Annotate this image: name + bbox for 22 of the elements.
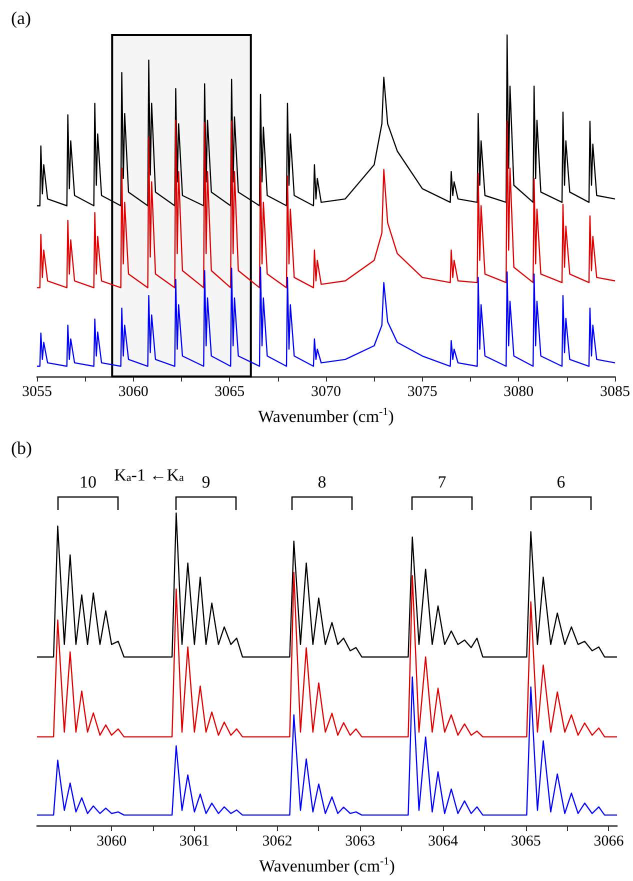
x-tick-label: 3060 [118,384,148,400]
x-tick-label: 3080 [504,384,534,400]
x-tick-label: 3085 [600,384,630,400]
x-tick-label: 3062 [262,834,292,850]
x-tick-label: 3061 [179,834,210,850]
x-tick-label: 3060 [96,834,127,850]
x-tick-label: 3075 [407,384,438,400]
text: 6 [556,472,566,492]
x-tick-label: 3064 [428,834,458,850]
x-tick-label: 3066 [594,834,624,850]
chart-title: (b) [11,438,32,458]
text: 7 [438,472,447,492]
text: 10 [80,472,96,492]
text: Ka-1 ←Ka [114,466,184,484]
chart-title: (a) [11,8,31,28]
text: 8 [318,472,326,492]
x-tick-label: 3063 [345,834,376,850]
x-tick-label: 3070 [311,384,341,400]
x-tick-label: 3065 [214,384,245,400]
text: 9 [202,472,210,492]
x-tick-label: 3055 [22,384,52,400]
x-tick-label: 3065 [510,834,541,850]
